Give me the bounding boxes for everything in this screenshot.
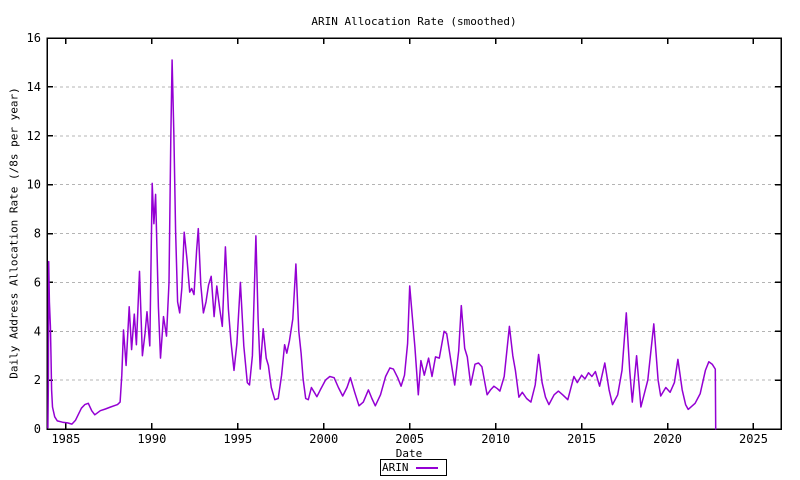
- svg-text:2: 2: [34, 373, 41, 387]
- svg-text:8: 8: [34, 227, 41, 241]
- svg-text:2020: 2020: [653, 432, 682, 446]
- svg-text:16: 16: [27, 31, 41, 45]
- x-axis-label: Date: [395, 447, 423, 460]
- svg-text:14: 14: [27, 80, 41, 94]
- svg-text:1985: 1985: [51, 432, 80, 446]
- svg-text:2025: 2025: [739, 432, 768, 446]
- svg-text:1990: 1990: [137, 432, 166, 446]
- y-axis-label: Daily Address Allocation Rate (/8s per y…: [7, 87, 21, 379]
- chart-title: ARIN Allocation Rate (smoothed): [311, 15, 517, 28]
- svg-text:2005: 2005: [395, 432, 424, 446]
- svg-text:2010: 2010: [481, 432, 510, 446]
- legend-box: ARIN: [380, 459, 447, 476]
- legend-entry-label: ARIN: [382, 461, 409, 474]
- svg-text:6: 6: [34, 275, 41, 289]
- svg-text:2000: 2000: [309, 432, 338, 446]
- svg-text:1995: 1995: [223, 432, 252, 446]
- legend-line-sample-icon: [415, 466, 438, 469]
- svg-text:10: 10: [27, 178, 41, 192]
- svg-text:4: 4: [34, 324, 41, 338]
- svg-text:0: 0: [34, 422, 41, 436]
- svg-text:2015: 2015: [567, 432, 596, 446]
- svg-text:12: 12: [27, 129, 41, 143]
